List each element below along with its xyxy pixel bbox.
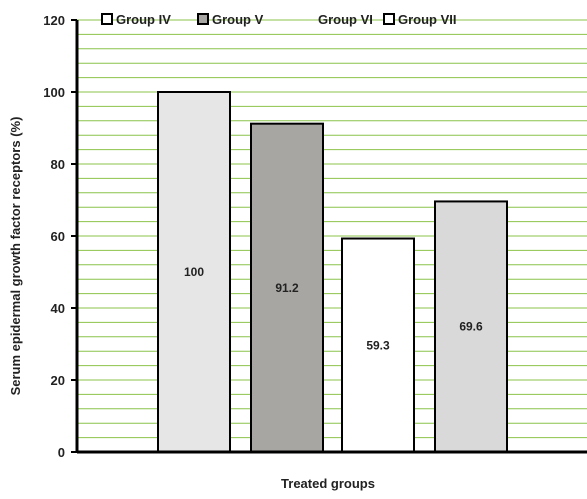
legend: Group IV Group V Group VI Group VII xyxy=(101,12,457,27)
legend-label: Group VI xyxy=(318,12,373,27)
y-tick-label: 0 xyxy=(58,445,65,460)
legend-swatch xyxy=(383,13,395,25)
y-tick-label: 80 xyxy=(51,157,65,172)
x-axis-title: Treated groups xyxy=(281,476,375,491)
legend-label: Group V xyxy=(212,12,264,27)
y-tick-label: 40 xyxy=(51,301,65,316)
data-label: 100 xyxy=(184,265,204,279)
legend-label: Group IV xyxy=(116,12,171,27)
bar-group-v xyxy=(250,122,324,454)
legend-swatch xyxy=(101,13,113,25)
y-tick-labels: 0 20 40 60 80 100 120 xyxy=(43,13,77,460)
data-label: 69.6 xyxy=(459,320,483,334)
bar-group-vi xyxy=(341,237,415,453)
gridlines xyxy=(77,19,587,439)
data-label: 59.3 xyxy=(366,338,390,352)
bar-group-iv xyxy=(157,91,231,453)
y-tick-label: 20 xyxy=(51,373,65,388)
y-tick-label: 60 xyxy=(51,229,65,244)
bars xyxy=(157,91,508,454)
y-tick-label: 100 xyxy=(43,85,65,100)
legend-swatch xyxy=(197,13,209,25)
data-labels: 100 91.2 59.3 69.6 xyxy=(184,265,483,352)
y-axis-title: Serum epidermal growth factor receptors … xyxy=(8,117,23,396)
data-label: 91.2 xyxy=(275,281,299,295)
bar-group-vii xyxy=(434,200,508,453)
legend-label: Group VII xyxy=(398,12,457,27)
y-tick-label: 120 xyxy=(43,13,65,28)
